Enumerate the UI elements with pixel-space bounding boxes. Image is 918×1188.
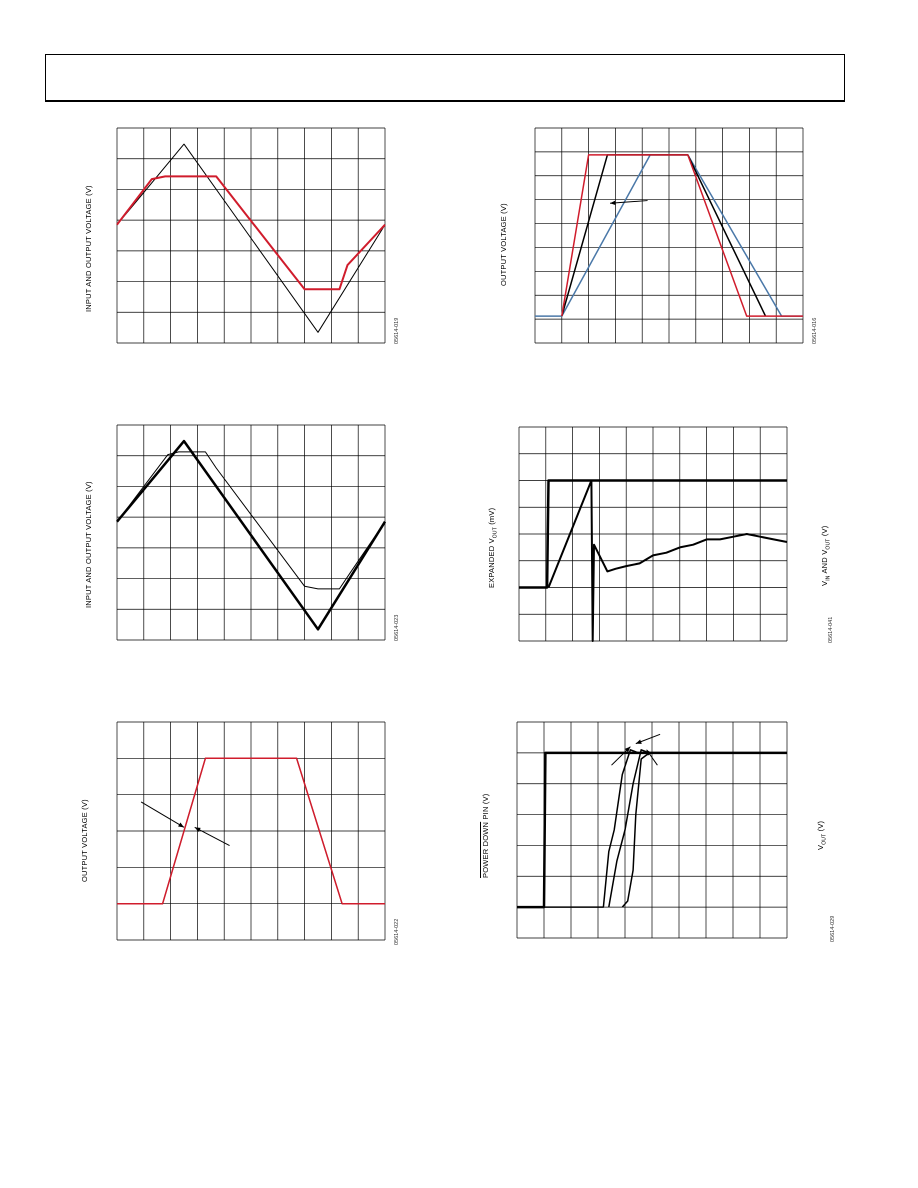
figure-6-ylabel: POWER DOWN PIN (V) bbox=[481, 794, 490, 878]
figure-6-ylabel-right-text: V bbox=[816, 844, 825, 850]
figure-4-ylabel-tail: (mV) bbox=[487, 507, 496, 528]
figure-4-plot bbox=[518, 426, 788, 642]
figure-6-plot bbox=[516, 721, 788, 939]
figure-2-ylabel: OUTPUT VOLTAGE (V) bbox=[499, 203, 508, 286]
figure-6-ylabel-right-tail: (V) bbox=[816, 820, 825, 834]
figure-4-ylabel: EXPANDED VOUT (mV) bbox=[487, 508, 499, 588]
annotation-arrow-1 bbox=[635, 733, 661, 745]
series-line-2 bbox=[547, 479, 788, 642]
figure-4-ylabel-right-tail: (V) bbox=[820, 525, 829, 539]
series-line-4 bbox=[621, 752, 787, 908]
figure-3-number: 05614-023 bbox=[394, 614, 400, 641]
figure-5 bbox=[116, 721, 386, 941]
figure-4-ylabel-right: VIN AND VOUT (V) bbox=[820, 526, 832, 586]
figure-6-ylabel-right-sub: OUT bbox=[821, 833, 828, 845]
figure-2 bbox=[534, 127, 804, 344]
figure-2-number: 05614-016 bbox=[812, 317, 818, 344]
figure-5-number: 05614-022 bbox=[394, 918, 400, 945]
figure-6 bbox=[516, 721, 788, 939]
annotation-arrow-3 bbox=[646, 749, 658, 766]
figure-1 bbox=[116, 127, 386, 344]
series-line-2 bbox=[116, 451, 386, 590]
series-line-2 bbox=[116, 175, 386, 291]
figure-4-ylabel-sub: OUT bbox=[492, 527, 499, 539]
figure-3 bbox=[116, 424, 387, 641]
figure-3-plot bbox=[116, 424, 387, 641]
series-line-3 bbox=[608, 749, 650, 908]
figure-5-plot bbox=[116, 721, 386, 941]
figure-1-plot bbox=[116, 127, 386, 344]
series-line-3 bbox=[561, 154, 803, 317]
annotation-arrow-2 bbox=[194, 826, 230, 846]
figure-4-number: 05614-041 bbox=[828, 616, 834, 643]
annotation-arrow-2 bbox=[611, 746, 631, 766]
figure-4-ylabel-right-sub1: IN bbox=[825, 575, 832, 581]
figure-4 bbox=[518, 426, 788, 642]
annotation-arrow-1 bbox=[140, 801, 185, 828]
series-line-1 bbox=[116, 439, 387, 631]
figure-4-ylabel-right-text: V bbox=[820, 580, 829, 586]
page-header-box bbox=[45, 54, 845, 102]
figure-6-number: 05614-029 bbox=[830, 915, 836, 942]
figure-1-number: 05614-019 bbox=[394, 317, 400, 344]
figure-3-ylabel: INPUT AND OUTPUT VOLTAGE (V) bbox=[84, 481, 93, 608]
series-line-2 bbox=[517, 749, 639, 908]
figure-4-ylabel-right-sub2: OUT bbox=[825, 538, 832, 550]
series-line-1 bbox=[116, 143, 386, 333]
figure-4-ylabel-text: EXPANDED V bbox=[487, 538, 496, 588]
figure-1-ylabel: INPUT AND OUTPUT VOLTAGE (V) bbox=[84, 185, 93, 312]
figure-6-ylabel-overline: POWER DOWN bbox=[481, 821, 490, 878]
figure-4-ylabel-right-mid: AND V bbox=[820, 549, 829, 576]
figure-6-ylabel-text: POWER DOWN PIN (V) bbox=[481, 794, 490, 878]
figure-6-ylabel-right: VOUT (V) bbox=[816, 821, 828, 850]
figure-6-ylabel-rest: PIN (V) bbox=[481, 793, 490, 822]
annotation-arrow-1 bbox=[610, 200, 648, 206]
figure-5-ylabel: OUTPUT VOLTAGE (V) bbox=[80, 799, 89, 882]
figure-2-plot bbox=[534, 127, 804, 344]
series-line-1 bbox=[519, 479, 787, 589]
series-line-2 bbox=[117, 757, 385, 905]
